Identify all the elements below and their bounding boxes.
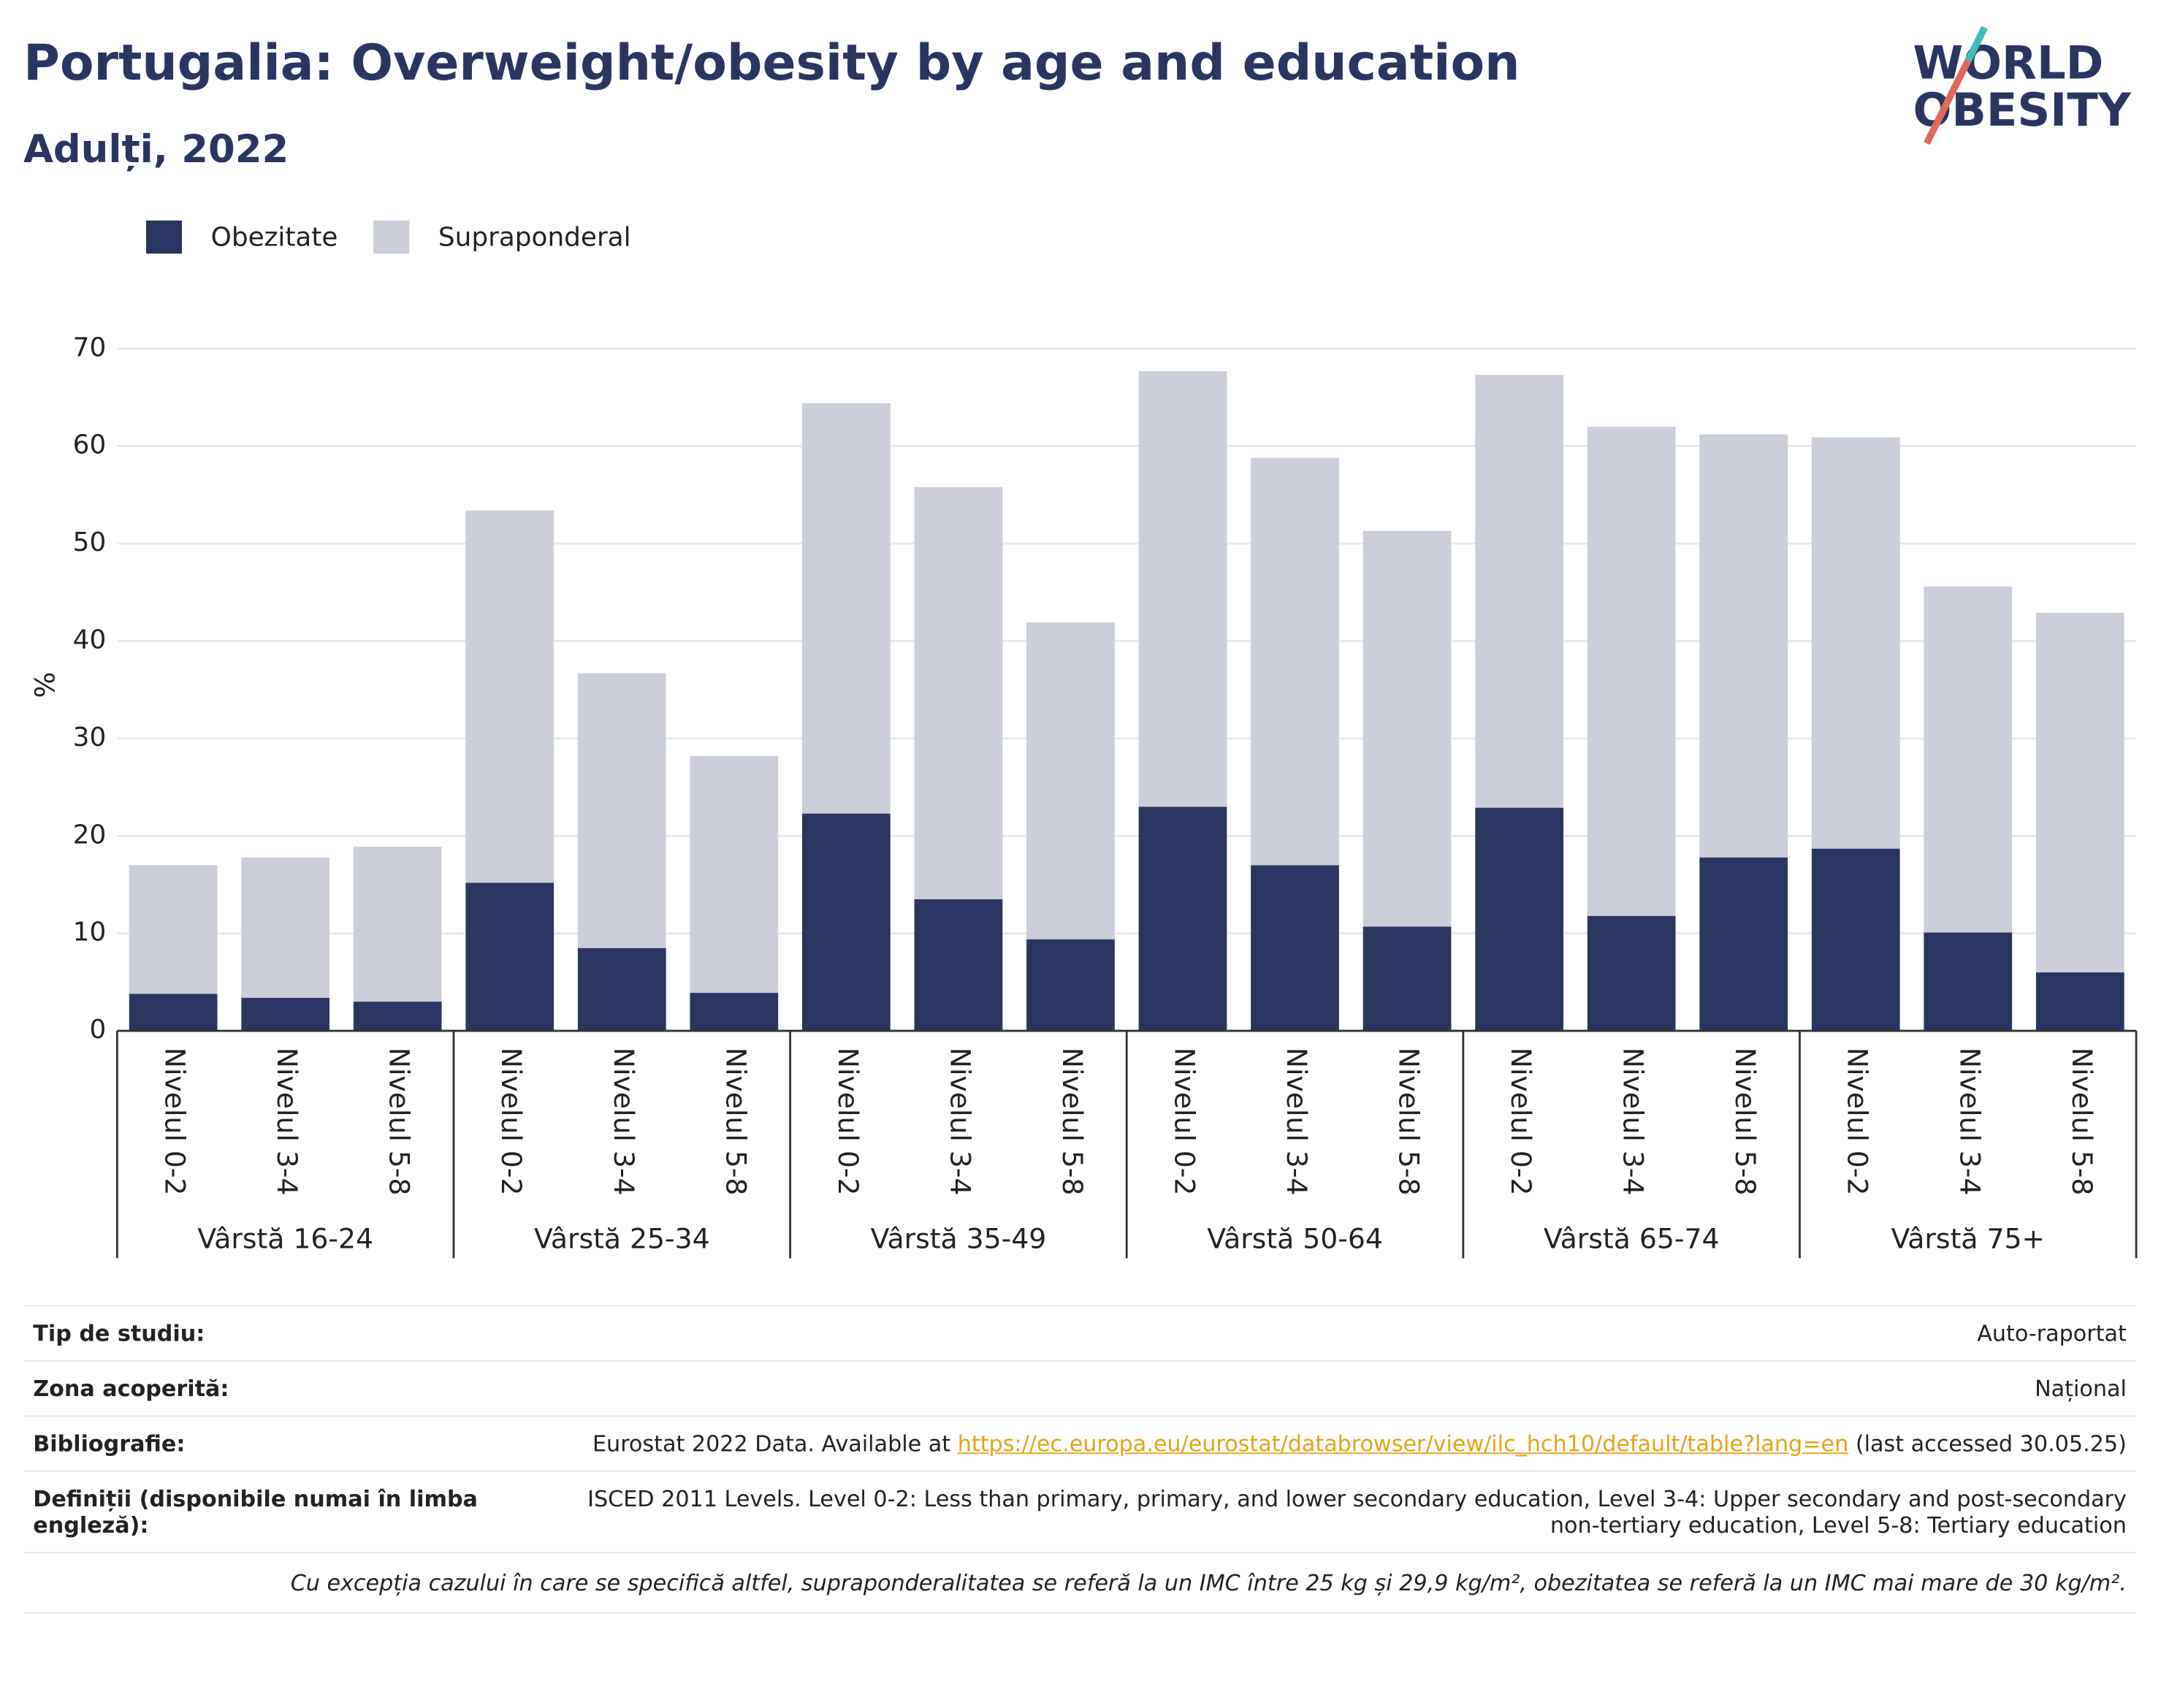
x-tick-label: Nivelul 3-4	[944, 1048, 976, 1196]
bar	[241, 997, 330, 1032]
legend-label: Obezitate	[211, 222, 338, 252]
y-tick-label: 30	[73, 723, 107, 752]
bar	[353, 1002, 442, 1032]
legend-swatch	[373, 220, 410, 254]
label: Zona acoperită:	[33, 1375, 229, 1402]
x-tick-label: Nivelul 3-4	[1281, 1048, 1313, 1196]
bar	[1924, 932, 2013, 1032]
y-axis-label: %	[29, 672, 61, 698]
bar	[1811, 848, 1900, 1032]
bar	[465, 510, 554, 883]
x-tick-label: Nivelul 0-2	[495, 1048, 527, 1196]
x-tick-label: Nivelul 5-8	[1729, 1048, 1761, 1196]
footer-row: Definiții (disponibile numai în limba en…	[23, 1470, 2137, 1552]
x-tick-label: Nivelul 3-4	[1617, 1048, 1650, 1196]
x-tick-label: Nivelul 0-2	[1168, 1048, 1200, 1196]
bar	[1362, 530, 1452, 927]
bar	[1587, 427, 1676, 916]
bar	[1924, 586, 2013, 933]
bar	[1475, 807, 1563, 1032]
x-tick-label: Nivelul 0-2	[1842, 1048, 1874, 1196]
chart-subtitle: Adulți, 2022	[23, 127, 289, 172]
label: Definiții (disponibile numai în limba en…	[33, 1485, 478, 1539]
footer-row: Zona acoperită: Național	[23, 1360, 2137, 1415]
legend-label: Supraponderal	[438, 222, 631, 252]
label: Tip de studiu:	[33, 1320, 205, 1347]
bar	[465, 882, 554, 1032]
bar	[1587, 915, 1676, 1032]
y-tick-label: 10	[73, 918, 107, 948]
x-tick-label: Nivelul 3-4	[271, 1048, 303, 1196]
y-tick-label: 40	[73, 625, 107, 655]
bar	[1026, 939, 1115, 1032]
bar	[1475, 375, 1563, 808]
footer-row: Tip de studiu: Auto-raportat	[23, 1305, 2137, 1360]
bar	[914, 899, 1003, 1032]
bar	[577, 673, 666, 948]
bar	[1811, 437, 1900, 849]
bar	[129, 865, 218, 994]
x-tick-label: Nivelul 0-2	[159, 1048, 191, 1196]
x-tick-label: Nivelul 5-8	[2066, 1048, 2098, 1196]
group-label: Vârstă 16-24	[197, 1222, 373, 1254]
link[interactable]: https://ec.europa.eu/eurostat/databrowse…	[957, 1430, 1849, 1457]
x-tick-label: Nivelul 5-8	[384, 1048, 416, 1196]
value: ISCED 2011 Levels. Level 0-2: Less than …	[587, 1485, 2127, 1539]
bar	[1699, 434, 1788, 858]
x-tick-label: Nivelul 0-2	[1505, 1048, 1537, 1196]
x-tick-label: Nivelul 5-8	[1056, 1048, 1089, 1196]
bar	[353, 846, 442, 1002]
bar	[1251, 457, 1339, 866]
group-label: Vârstă 65-74	[1544, 1222, 1720, 1254]
bar	[1699, 857, 1788, 1032]
bar	[914, 487, 1003, 900]
bar	[1251, 865, 1339, 1032]
y-tick-label: 50	[73, 527, 107, 557]
bar	[690, 993, 779, 1032]
y-tick-label: 0	[89, 1015, 106, 1045]
label: Bibliografie:	[33, 1430, 186, 1457]
value: Național	[2035, 1375, 2127, 1402]
bar	[1138, 370, 1227, 807]
x-tick-label: Nivelul 0-2	[832, 1048, 864, 1196]
bar	[801, 813, 891, 1032]
bar	[241, 857, 330, 998]
bar	[129, 994, 218, 1032]
logo-line: WORLD	[1913, 37, 2103, 90]
value: Auto-raportat	[1977, 1320, 2127, 1347]
bar	[577, 948, 666, 1032]
group-label: Vârstă 35-49	[871, 1222, 1047, 1254]
x-tick-label: Nivelul 5-8	[720, 1048, 752, 1196]
legend-swatch	[145, 220, 183, 254]
footer: Tip de studiu: Auto-raportat Zona acoperi…	[23, 1305, 2137, 1614]
group-label: Vârstă 50-64	[1207, 1222, 1383, 1254]
logo-slash	[1964, 26, 1988, 63]
text: (last accessed 30.05.25)	[1855, 1430, 2127, 1457]
bar	[690, 755, 779, 994]
group-label: Vârstă 75+	[1891, 1222, 2045, 1254]
footer-row: Bibliografie: Eurostat 2022 Data. Availab…	[23, 1415, 2137, 1470]
y-tick-label: 20	[73, 820, 107, 850]
bar	[2035, 612, 2124, 973]
x-tick-label: Nivelul 3-4	[608, 1048, 640, 1196]
x-tick-label: Nivelul 3-4	[1954, 1048, 1986, 1196]
group-label: Vârstă 25-34	[534, 1222, 710, 1254]
x-tick-label: Nivelul 5-8	[1393, 1048, 1425, 1196]
chart-title: Portugalia: Overweight/obesity by age an…	[23, 34, 1520, 92]
value: Eurostat 2022 Data. Available at https:/…	[592, 1430, 2127, 1457]
y-tick-label: 70	[73, 332, 107, 362]
bar	[801, 403, 891, 814]
bar	[1362, 926, 1452, 1032]
chart: Portugalia: Overweight/obesity by age an…	[23, 26, 2138, 1259]
bar	[2035, 972, 2124, 1032]
note: Cu excepția cazului în care se specifică…	[23, 1552, 2137, 1614]
text: Eurostat 2022 Data. Available at	[592, 1430, 951, 1457]
bar	[1138, 807, 1227, 1032]
bar	[1026, 622, 1115, 939]
y-tick-label: 60	[73, 430, 107, 460]
